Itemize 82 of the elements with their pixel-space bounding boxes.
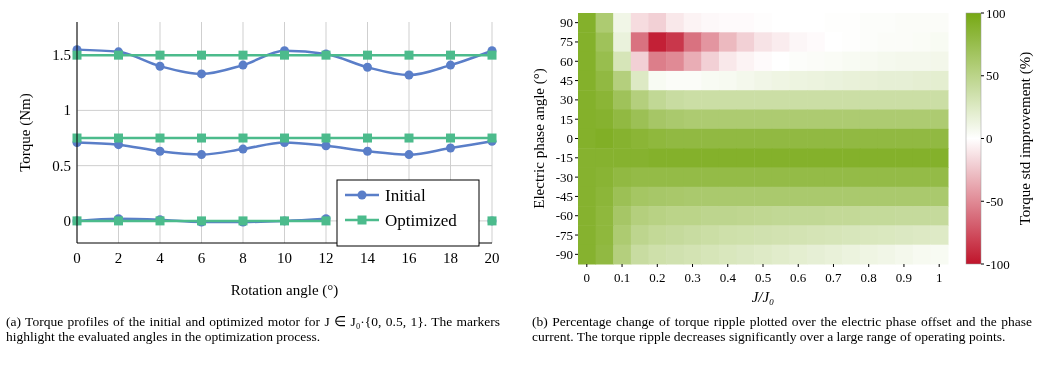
y-tick-label: 1.5 [52,47,71,64]
point [363,62,372,72]
point [280,133,289,143]
legend-label: Initial [385,186,426,205]
x-tick-label: 4 [156,250,165,266]
legend-label: Optimized [385,211,458,230]
y-tick-label: -45 [555,188,573,204]
text: (b) Percentage change of torque ripple plotted over the electric phase offset and the phase current. The torque ripple decreases significantly over a large range of operating points. [532,314,1032,344]
y-tick-label: 0.5 [52,157,71,174]
color-bar-label: -50 [986,193,1004,209]
point [404,150,414,160]
y-tick-label: 30 [560,92,573,108]
x-tick-label: 8 [239,250,247,266]
point [197,50,206,60]
x-tick-label: 6 [197,250,206,266]
point [155,50,165,60]
point [197,150,206,160]
point [404,133,414,143]
x-tick-label: 20 [484,250,500,266]
x-tick-label: 0.8 [860,270,877,285]
x-tick-label: 18 [443,250,458,266]
color-bar-label: -100 [986,256,1010,272]
point [238,144,248,154]
text: (a) Torque profiles of the initial and optimized motor for J ∈ J₀·{0, 0.5, 1}. The markers highlight the evaluated angles in the optimization process. [6,314,500,344]
point [155,146,165,156]
point [363,50,372,60]
color-bar-label: 100 [986,5,1006,21]
point [446,60,455,70]
point [487,50,497,60]
x-tick-label: 0.4 [719,270,737,285]
y-tick-label: 75 [560,34,573,50]
point [446,133,455,143]
y-axis-title: Torque (Nm) [17,93,34,172]
y-tick-label: -30 [555,169,573,185]
point [238,60,248,70]
y-tick-label: -15 [555,150,573,166]
point [197,69,206,79]
x-axis-title: J/J₀ [751,289,775,305]
x-tick-label: 0.6 [790,270,807,285]
x-tick-label: 14 [360,250,376,266]
y-tick-label: 60 [560,53,573,69]
y-tick-label: -75 [555,227,573,243]
x-tick-label: 0 [73,250,81,266]
y-tick-label: 0 [566,131,573,146]
x-tick-label: 0.5 [754,270,772,285]
point [155,133,165,143]
point [363,133,372,143]
x-tick-label: 0.7 [825,270,843,285]
point [321,133,331,143]
point [446,50,455,60]
x-tick-label: 12 [318,250,334,266]
y-tick-label: 0 [63,212,71,229]
point [363,146,372,156]
point [197,133,206,143]
point [446,143,455,153]
x-tick-label: 10 [277,250,292,266]
x-tick-label: 0 [583,270,591,285]
y-tick-label: -90 [555,246,573,262]
y-tick-label: 90 [560,15,573,31]
point [404,70,414,80]
point [238,133,248,143]
point [238,50,248,60]
x-tick-label: 2 [114,250,123,266]
x-tick-label: 16 [401,250,417,266]
x-axis-title: Rotation angle (°) [230,282,339,299]
y-axis-title: Electric phase angle (°) [531,68,548,209]
y-tick-label: 45 [560,73,573,89]
point [280,50,289,60]
x-tick-label: 0.9 [895,270,913,285]
y-tick-label: 1 [63,102,71,119]
x-tick-label: 0.2 [649,270,666,285]
color-bar-title: Torque std improvement (%) [1017,51,1034,226]
color-bar-label: 50 [986,68,999,84]
color-bar-label: 0 [986,131,993,146]
x-tick-label: 0.1 [613,270,631,285]
x-tick-label: 1 [935,270,943,285]
point [114,133,123,143]
y-tick-label: 15 [560,111,573,127]
point [404,50,414,60]
point [155,61,165,71]
x-tick-label: 0.3 [684,270,701,285]
y-tick-label: -60 [555,208,573,224]
